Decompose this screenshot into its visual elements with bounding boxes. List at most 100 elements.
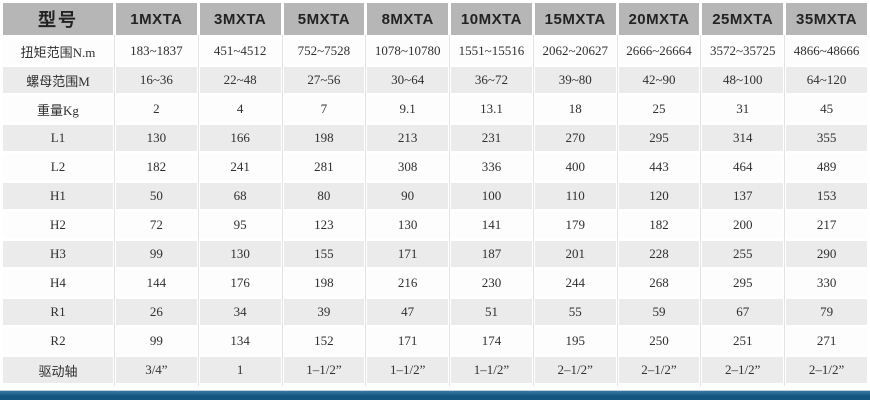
value-cell: 95: [199, 209, 283, 241]
value-cell: 213: [367, 122, 450, 154]
value-cell: 2666~26664: [618, 35, 702, 67]
value-cell: 27~56: [283, 64, 367, 96]
value-cell: 217: [786, 212, 867, 238]
value-cell: 200: [702, 209, 785, 241]
spec-table: 型号 1MXTA 3MXTA 5MXTA 8MXTA 10MXTA 15MXTA…: [3, 3, 867, 386]
value-cell: 1–1/2”: [451, 354, 534, 386]
value-cell: 451~4512: [199, 35, 283, 67]
value-cell: 1: [199, 354, 283, 386]
value-cell: 55: [534, 296, 618, 328]
row-label: R1: [3, 296, 115, 328]
model-header-label: 型号: [3, 3, 113, 35]
model-column-header: 3MXTA: [199, 3, 281, 35]
model-column-header: 15MXTA: [534, 3, 616, 35]
value-cell: 1–1/2”: [283, 354, 367, 386]
table-row: R1 26 34 39 47 51 55 59 67 79: [3, 296, 867, 328]
header-row: 型号 1MXTA 3MXTA 5MXTA 8MXTA 10MXTA 15MXTA…: [3, 3, 867, 35]
value-cell: 187: [451, 238, 534, 270]
value-cell: 183~1837: [116, 35, 199, 67]
value-cell: 50: [116, 180, 199, 212]
table-row: 扭矩范围N.m 183~1837 451~4512 752~7528 1078~1078…: [3, 35, 867, 67]
value-cell: 3572~35725: [702, 35, 785, 67]
value-cell: 400: [534, 151, 618, 183]
value-cell: 228: [618, 238, 702, 270]
value-cell: 295: [618, 122, 702, 154]
model-column-header: 10MXTA: [451, 3, 532, 35]
value-cell: 130: [367, 209, 450, 241]
value-cell: 153: [786, 183, 867, 209]
row-label: 扭矩范围N.m: [3, 35, 115, 67]
value-cell: 42~90: [618, 64, 702, 96]
value-cell: 752~7528: [283, 35, 367, 67]
value-cell: 201: [534, 238, 618, 270]
value-cell: 152: [283, 325, 367, 357]
row-label: H4: [3, 267, 115, 299]
value-cell: 22~48: [199, 64, 283, 96]
table-header: 型号 1MXTA 3MXTA 5MXTA 8MXTA 10MXTA 15MXTA…: [3, 3, 867, 35]
value-cell: 314: [702, 122, 785, 154]
value-cell: 72: [116, 209, 199, 241]
value-cell: 166: [199, 122, 283, 154]
value-cell: 2–1/2”: [786, 357, 867, 383]
value-cell: 100: [451, 180, 534, 212]
value-cell: 25: [618, 93, 702, 125]
value-cell: 268: [618, 267, 702, 299]
row-label: 驱动轴: [3, 354, 115, 386]
value-cell: 68: [199, 180, 283, 212]
value-cell: 31: [702, 93, 785, 125]
value-cell: 13.1: [451, 93, 534, 125]
value-cell: 130: [199, 238, 283, 270]
value-cell: 2–1/2”: [702, 354, 785, 386]
value-cell: 4866~48666: [786, 38, 867, 64]
value-cell: 130: [116, 122, 199, 154]
value-cell: 26: [116, 296, 199, 328]
value-cell: 250: [618, 325, 702, 357]
row-label: H3: [3, 238, 115, 270]
model-column-header: 35MXTA: [786, 3, 867, 35]
value-cell: 295: [702, 267, 785, 299]
value-cell: 355: [786, 125, 867, 151]
value-cell: 144: [116, 267, 199, 299]
row-label: L1: [3, 122, 115, 154]
value-cell: 290: [786, 241, 867, 267]
value-cell: 308: [367, 151, 450, 183]
bottom-accent-bar: [0, 390, 870, 400]
value-cell: 2–1/2”: [618, 354, 702, 386]
value-cell: 79: [786, 299, 867, 325]
value-cell: 99: [116, 238, 199, 270]
value-cell: 34: [199, 296, 283, 328]
value-cell: 16~36: [116, 64, 199, 96]
value-cell: 134: [199, 325, 283, 357]
value-cell: 241: [199, 151, 283, 183]
value-cell: 182: [618, 209, 702, 241]
value-cell: 1551~15516: [451, 35, 534, 67]
value-cell: 198: [283, 267, 367, 299]
value-cell: 64~120: [786, 67, 867, 93]
value-cell: 271: [786, 328, 867, 354]
table-row: 螺母范围M 16~36 22~48 27~56 30~64 36~72 39~80 42~90…: [3, 64, 867, 96]
row-label: 重量Kg: [3, 93, 115, 125]
value-cell: 141: [451, 209, 534, 241]
value-cell: 18: [534, 93, 618, 125]
row-label: H2: [3, 209, 115, 241]
value-cell: 2: [116, 93, 199, 125]
table-row: R2 99 134 152 171 174 195 250 251 271: [3, 325, 867, 357]
model-column-header: 25MXTA: [702, 3, 784, 35]
model-column-header: 8MXTA: [367, 3, 449, 35]
model-column-header: 1MXTA: [116, 3, 197, 35]
value-cell: 155: [283, 238, 367, 270]
value-cell: 67: [702, 296, 785, 328]
value-cell: 195: [534, 325, 618, 357]
value-cell: 30~64: [367, 64, 450, 96]
value-cell: 216: [367, 267, 450, 299]
table-row: L2 182 241 281 308 336 400 443 464 489: [3, 151, 867, 183]
value-cell: 45: [786, 96, 867, 122]
value-cell: 1078~10780: [367, 35, 450, 67]
model-column-header: 20MXTA: [618, 3, 700, 35]
value-cell: 330: [786, 270, 867, 296]
value-cell: 270: [534, 122, 618, 154]
value-cell: 179: [534, 209, 618, 241]
value-cell: 137: [702, 180, 785, 212]
row-label: 螺母范围M: [3, 64, 115, 96]
value-cell: 51: [451, 296, 534, 328]
